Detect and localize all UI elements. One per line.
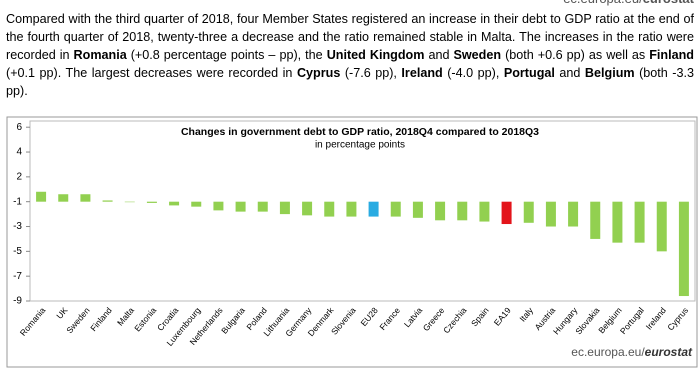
- x-tick-label: Romania: [18, 305, 48, 338]
- x-tick-label: Bulgaria: [219, 305, 247, 336]
- bar: [146, 201, 157, 203]
- plot-area: [29, 120, 696, 302]
- x-tick-label: Italy: [517, 305, 535, 324]
- text-run: (+0.1 pp). The largest decreases were re…: [6, 66, 297, 80]
- x-tick-label: Slovenia: [329, 305, 358, 337]
- bar: [169, 201, 180, 206]
- bar: [346, 201, 357, 217]
- x-tick-label: Spain: [469, 305, 491, 328]
- source: ec.europa.eu/eurostat: [571, 345, 693, 359]
- y-tick-label: 4: [16, 147, 22, 158]
- bold-text: eurostat: [643, 0, 694, 6]
- y-tick-label: 6: [16, 122, 22, 133]
- bar: [523, 201, 534, 223]
- bar: [656, 201, 667, 252]
- text-run: and: [554, 66, 585, 80]
- bar: [102, 200, 113, 202]
- x-tick-label: Czechia: [441, 305, 469, 335]
- bold-text: Sweden: [453, 48, 502, 62]
- x-tick-label: UK: [54, 305, 69, 321]
- bold-text: Ireland: [401, 66, 443, 80]
- y-tick-label: -7: [13, 271, 22, 282]
- bar: [501, 201, 512, 225]
- bar: [191, 201, 202, 207]
- text-run: ec.europa.eu/: [563, 0, 643, 6]
- x-tick-label: Portugal: [618, 305, 646, 336]
- bar: [590, 201, 601, 239]
- text-run: Compared with the third quarter of 2018,…: [6, 12, 694, 62]
- bar: [257, 201, 268, 212]
- bold-text: Finland: [649, 48, 694, 62]
- x-tick-label: EA19: [492, 305, 513, 328]
- bold-text: Romania: [73, 48, 127, 62]
- x-tick-label: Slovakia: [573, 305, 601, 336]
- x-tick-label: EU28: [359, 305, 381, 328]
- x-tick-label: Estonia: [132, 305, 158, 333]
- chart-frame: [6, 116, 698, 368]
- bar: [213, 201, 224, 211]
- bar: [368, 201, 379, 217]
- source-brand: eurostat: [645, 345, 693, 359]
- bar: [612, 201, 623, 243]
- text-run: (-4.0 pp),: [442, 66, 504, 80]
- text-run: (both -3.3 pp).: [6, 66, 694, 98]
- y-tick-label: -1: [13, 196, 22, 207]
- header: ec.europa.eu/eurostat: [563, 0, 694, 6]
- bold-text: Portugal: [503, 66, 555, 80]
- x-tick-label: Malta: [115, 305, 136, 328]
- y-tick-label: -9: [13, 296, 22, 307]
- bar: [545, 201, 556, 227]
- text-run: (+0.8 percentage points – pp), the: [126, 48, 327, 62]
- bar: [457, 201, 468, 221]
- x-tick-label: Ireland: [644, 305, 669, 332]
- chart-subtitle: in percentage points: [315, 140, 405, 151]
- x-tick-label: Cyprus: [665, 305, 690, 332]
- text-run: (both +0.6 pp) as well as: [501, 48, 650, 62]
- bar: [678, 201, 689, 297]
- bar: [479, 201, 490, 222]
- bar: [279, 201, 290, 215]
- x-tick-label: France: [377, 305, 402, 332]
- y-tick-label: 2: [16, 172, 22, 183]
- x-tick-label: Sweden: [64, 305, 92, 335]
- chart-title: Changes in government debt to GDP ratio,…: [181, 126, 539, 138]
- bar: [324, 201, 335, 217]
- text-run: (-7.6 pp),: [340, 66, 402, 80]
- text-run: and: [424, 48, 454, 62]
- paragraph: Compared with the third quarter of 2018,…: [6, 10, 694, 100]
- bar: [435, 201, 446, 221]
- bar: [235, 201, 246, 212]
- bar: [302, 201, 313, 216]
- bar: [58, 194, 69, 202]
- y-tick-label: -3: [13, 221, 22, 232]
- bold-text: Cyprus: [296, 66, 341, 80]
- bar: [390, 201, 401, 217]
- bar: [124, 201, 135, 203]
- bar: [634, 201, 645, 243]
- bar: [568, 201, 579, 227]
- bold-text: Belgium: [584, 66, 635, 80]
- bold-text: United Kingdom: [326, 48, 425, 62]
- bar: [36, 191, 47, 202]
- x-tick-label: Finland: [88, 305, 114, 333]
- bar: [412, 201, 423, 218]
- source-part: ec.europa.eu/: [571, 345, 645, 359]
- y-tick-label: -5: [13, 246, 22, 257]
- bar: [80, 194, 91, 202]
